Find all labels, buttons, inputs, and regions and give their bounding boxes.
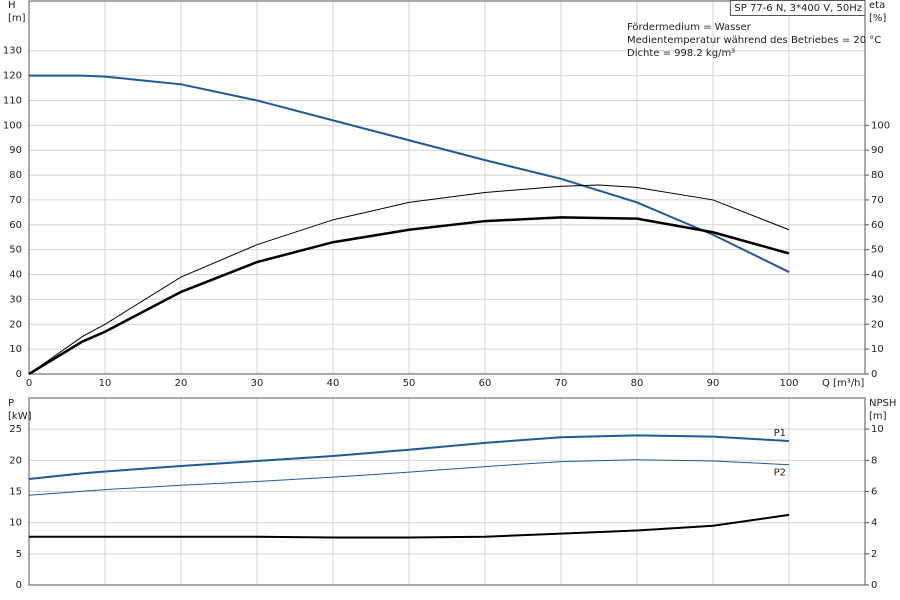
y-tick-label: 90 bbox=[9, 145, 22, 156]
y-tick-label: 30 bbox=[9, 294, 22, 305]
x-tick-label: 60 bbox=[479, 378, 492, 389]
x-tick-label: 80 bbox=[631, 378, 644, 389]
y-axis-label: P bbox=[8, 398, 14, 409]
series-line bbox=[28, 434, 790, 481]
annotation-note: Dichte = 998.2 kg/m³ bbox=[627, 48, 735, 59]
series-line bbox=[29, 74, 790, 273]
annotation-box bbox=[729, 0, 866, 16]
series-line bbox=[28, 216, 790, 376]
y-tick-label: 80 bbox=[9, 170, 22, 181]
y2-tick-label: 40 bbox=[871, 270, 884, 281]
y-tick-label: 40 bbox=[9, 270, 22, 281]
y-tick-label: 0 bbox=[16, 580, 22, 591]
annotation-box-text: SP 77-6 N, 3*400 V, 50Hz bbox=[734, 3, 862, 14]
annotation-note: Fördermedium = Wasser bbox=[627, 22, 752, 33]
y-tick-label: 70 bbox=[9, 195, 22, 206]
x-tick-label: 40 bbox=[327, 378, 340, 389]
x-tick-label: 0 bbox=[26, 378, 32, 389]
y-tick-label: 15 bbox=[9, 487, 22, 498]
x-axis-label: Q [m³/h] bbox=[822, 378, 864, 389]
series-label: P2 bbox=[774, 468, 786, 479]
y-tick-label: 10 bbox=[9, 518, 22, 529]
y2-tick-label: 80 bbox=[871, 170, 884, 181]
series-line bbox=[28, 184, 790, 375]
y2-tick-label: 60 bbox=[871, 220, 884, 231]
y-tick-label: 110 bbox=[3, 95, 22, 106]
y2-axis-label: [%] bbox=[869, 13, 886, 24]
y2-tick-label: 2 bbox=[871, 549, 877, 560]
y2-tick-label: 30 bbox=[871, 294, 884, 305]
x-tick-label: 90 bbox=[707, 378, 720, 389]
series-label: P1 bbox=[774, 428, 786, 439]
y-tick-label: 60 bbox=[9, 220, 22, 231]
y-tick-label: 130 bbox=[3, 46, 22, 57]
x-tick-label: 50 bbox=[403, 378, 416, 389]
x-tick-label: 70 bbox=[555, 378, 568, 389]
plot-frame bbox=[28, 397, 866, 586]
y-tick-label: 10 bbox=[9, 344, 22, 355]
y2-tick-label: 0 bbox=[871, 369, 877, 380]
y2-axis-label: NPSH bbox=[869, 398, 896, 409]
y2-axis-label: [m] bbox=[869, 411, 887, 422]
y-tick-label: 5 bbox=[16, 549, 22, 560]
y2-tick-label: 90 bbox=[871, 145, 884, 156]
y-tick-label: 25 bbox=[9, 424, 22, 435]
annotation-note: Medientemperatur während des Betriebes =… bbox=[627, 35, 881, 46]
x-tick-label: 30 bbox=[251, 378, 264, 389]
y-tick-label: 100 bbox=[3, 120, 22, 131]
y-axis-label: [kW] bbox=[8, 411, 32, 422]
y-tick-label: 20 bbox=[9, 455, 22, 466]
y2-tick-label: 100 bbox=[871, 120, 890, 131]
y2-tick-label: 6 bbox=[871, 487, 877, 498]
y2-tick-label: 10 bbox=[871, 424, 884, 435]
y-tick-label: 20 bbox=[9, 319, 22, 330]
y2-tick-label: 10 bbox=[871, 344, 884, 355]
series-line bbox=[28, 459, 790, 496]
y2-tick-label: 4 bbox=[871, 518, 877, 529]
x-tick-label: 10 bbox=[99, 378, 112, 389]
x-tick-label: 20 bbox=[175, 378, 188, 389]
y-tick-label: 0 bbox=[16, 369, 22, 380]
plot-frame bbox=[28, 0, 866, 375]
y-axis-label: H bbox=[8, 0, 16, 11]
y2-tick-label: 0 bbox=[871, 580, 877, 591]
y-axis-label: [m] bbox=[8, 13, 26, 24]
y2-tick-label: 20 bbox=[871, 319, 884, 330]
x-tick-label: 100 bbox=[779, 378, 798, 389]
series-line bbox=[29, 513, 790, 539]
y2-axis-label: eta bbox=[869, 0, 885, 11]
y-tick-label: 50 bbox=[9, 245, 22, 256]
y2-tick-label: 8 bbox=[871, 455, 877, 466]
y-tick-label: 120 bbox=[3, 71, 22, 82]
y2-tick-label: 70 bbox=[871, 195, 884, 206]
y2-tick-label: 50 bbox=[871, 245, 884, 256]
